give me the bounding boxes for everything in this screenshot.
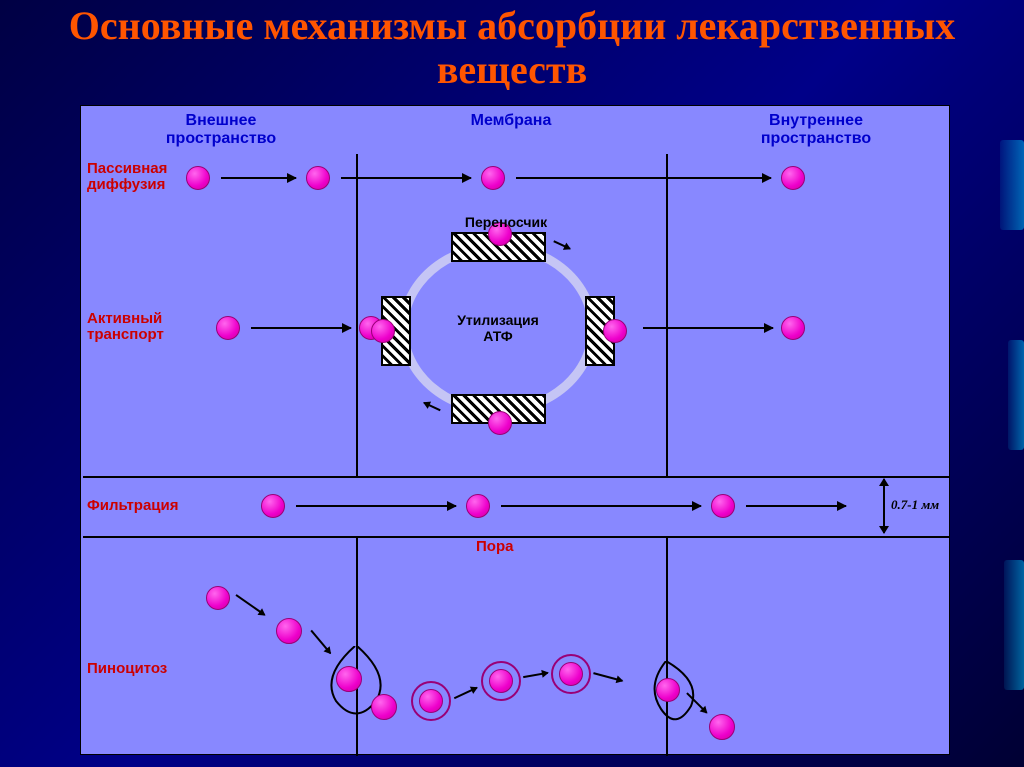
molecule	[276, 618, 302, 644]
header-outer: Внешнее пространство	[141, 112, 301, 147]
arrow-right	[643, 327, 773, 329]
header-inner: Внутреннее пространство	[731, 112, 901, 147]
molecule	[336, 666, 362, 692]
arrow-right	[501, 505, 701, 507]
molecule	[488, 411, 512, 435]
arrow-right	[251, 327, 351, 329]
molecule	[419, 689, 443, 713]
molecule	[466, 494, 490, 518]
membrane-evagination	[636, 661, 716, 741]
label-passive: Пассивная диффузия	[87, 161, 167, 193]
molecule	[371, 694, 397, 720]
molecule	[711, 494, 735, 518]
label-pore: Пора	[476, 539, 513, 555]
molecule	[261, 494, 285, 518]
arrow-right	[296, 505, 456, 507]
header-membrane: Мембрана	[441, 112, 581, 130]
pore-line-top	[83, 476, 949, 478]
decor-bar	[1008, 340, 1024, 450]
arrow-right	[593, 672, 622, 681]
label-pinocytosis: Пиноцитоз	[87, 661, 167, 677]
molecule	[206, 586, 230, 610]
molecule	[489, 669, 513, 693]
label-filtration: Фильтрация	[87, 498, 179, 514]
arrow-right	[516, 177, 771, 179]
measure-text: 0.7-1 мм	[891, 497, 939, 513]
membrane-border-right	[666, 154, 668, 476]
decor-bar	[1000, 140, 1024, 230]
molecule	[186, 166, 210, 190]
pore-line-bottom	[83, 536, 949, 538]
molecule	[481, 166, 505, 190]
molecule	[781, 166, 805, 190]
decor-bar	[1004, 560, 1024, 690]
molecule	[371, 319, 395, 343]
arrow-right	[341, 177, 471, 179]
membrane-border-left	[356, 154, 358, 476]
diagram-canvas: Внешнее пространство Мембрана Внутреннее…	[80, 105, 950, 755]
molecule	[306, 166, 330, 190]
molecule	[781, 316, 805, 340]
arrow-right	[454, 687, 477, 699]
membrane-invagination	[311, 646, 411, 736]
arrow-right	[236, 594, 266, 615]
atp-cycle: Утилизация АТФ	[393, 236, 603, 421]
label-carrier: Переносчик	[451, 214, 561, 230]
arrow-right	[221, 177, 296, 179]
label-atp: Утилизация АТФ	[448, 312, 548, 344]
cycle-dir	[554, 240, 571, 249]
slide-title: Основные механизмы абсорбции лекарственн…	[0, 0, 1024, 100]
label-active: Активный транспорт	[87, 311, 164, 343]
molecule	[559, 662, 583, 686]
arrow-right	[523, 672, 548, 678]
measure-arrow	[883, 479, 885, 533]
cycle-dir	[424, 402, 441, 411]
molecule	[656, 678, 680, 702]
arrow-right	[746, 505, 846, 507]
molecule	[709, 714, 735, 740]
molecule	[216, 316, 240, 340]
molecule	[603, 319, 627, 343]
